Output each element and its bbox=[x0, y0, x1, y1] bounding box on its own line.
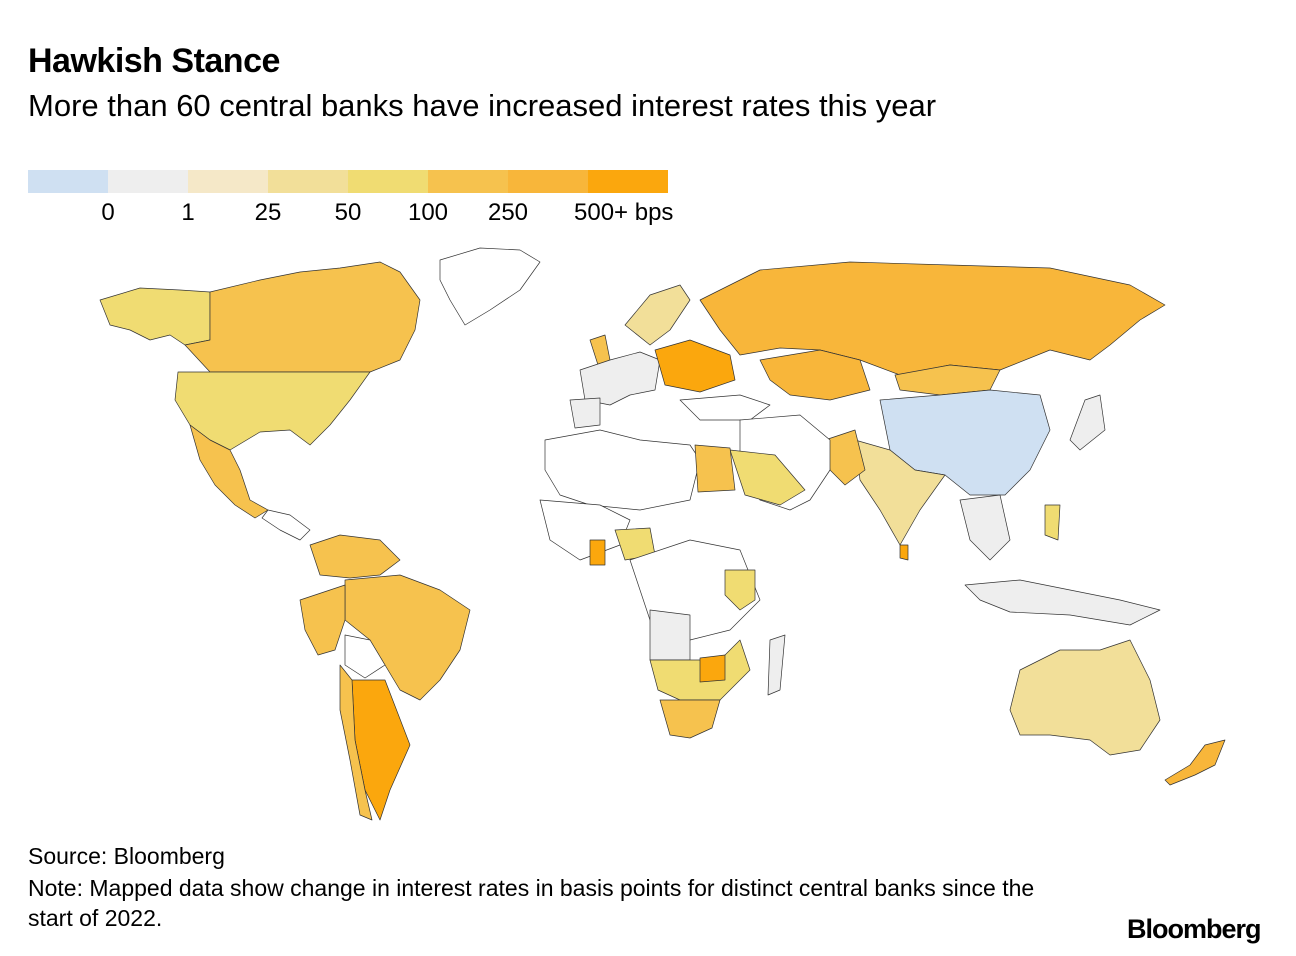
legend-ticks: 0 1 25 50 100 250 500+ bps bbox=[28, 197, 673, 227]
source-note: Source: Bloomberg bbox=[28, 843, 225, 869]
region-russia bbox=[699, 261, 1166, 376]
methodology-note: Note: Mapped data show change in interes… bbox=[28, 875, 1035, 931]
region-indonesia bbox=[964, 579, 1161, 626]
chart-title: Hawkish Stance bbox=[28, 42, 280, 80]
legend-swatch-0 bbox=[28, 170, 108, 193]
region-bolivia bbox=[344, 634, 386, 679]
region-canada bbox=[184, 261, 421, 373]
region-india bbox=[854, 439, 946, 546]
region-saudi-arabia bbox=[729, 449, 806, 506]
region-madagascar bbox=[767, 634, 786, 696]
region-central-america bbox=[261, 509, 311, 541]
region-new-zealand bbox=[1164, 739, 1226, 786]
legend-swatches bbox=[28, 170, 668, 193]
legend-tick-4: 100 bbox=[407, 199, 449, 226]
region-chile bbox=[339, 664, 373, 821]
region-kazakhstan bbox=[759, 349, 871, 401]
legend-swatch-4 bbox=[348, 170, 428, 193]
region-western-europe bbox=[579, 351, 661, 406]
region-sri-lanka bbox=[899, 544, 909, 561]
region-alaska bbox=[99, 287, 211, 346]
legend-swatch-2 bbox=[188, 170, 268, 193]
region-australia bbox=[1009, 639, 1161, 756]
legend-tick-1: 1 bbox=[181, 199, 195, 226]
legend-swatch-7 bbox=[588, 170, 668, 193]
region-brazil bbox=[344, 574, 471, 701]
bloomberg-logo: Bloomberg bbox=[1127, 914, 1262, 944]
legend-swatch-1 bbox=[108, 170, 188, 193]
legend-swatch-3 bbox=[268, 170, 348, 193]
region-ghana bbox=[589, 539, 606, 566]
region-angola bbox=[649, 609, 691, 661]
world-map bbox=[99, 247, 1226, 821]
region-south-africa bbox=[659, 699, 721, 739]
region-greenland bbox=[439, 247, 541, 326]
region-pakistan bbox=[824, 429, 866, 486]
legend-tick-5: 250 bbox=[487, 199, 529, 226]
region-zimbabwe bbox=[699, 654, 726, 683]
region-japan bbox=[1069, 394, 1106, 451]
region-scandinavia bbox=[624, 284, 691, 346]
region-eastern-europe bbox=[654, 339, 736, 393]
region-uk bbox=[589, 334, 611, 366]
legend-tick-2: 25 bbox=[254, 199, 282, 226]
region-iberia bbox=[569, 397, 601, 429]
legend-swatch-6 bbox=[508, 170, 588, 193]
legend-tick-3: 50 bbox=[334, 199, 362, 226]
region-southeast-asia bbox=[959, 494, 1011, 561]
region-east-africa bbox=[724, 569, 756, 611]
region-colombia-venezuela bbox=[309, 534, 401, 579]
region-north-africa bbox=[544, 429, 701, 511]
chart-subtitle: More than 60 central banks have increase… bbox=[28, 88, 937, 123]
legend-tick-0: 0 bbox=[101, 199, 115, 226]
legend-swatch-5 bbox=[428, 170, 508, 193]
region-peru bbox=[299, 584, 346, 656]
region-philippines bbox=[1044, 504, 1061, 541]
region-turkey bbox=[679, 394, 771, 421]
legend-tick-6: 500+ bps bbox=[574, 199, 674, 226]
region-egypt bbox=[694, 444, 736, 493]
color-legend: 0 1 25 50 100 250 500+ bps bbox=[28, 170, 673, 230]
